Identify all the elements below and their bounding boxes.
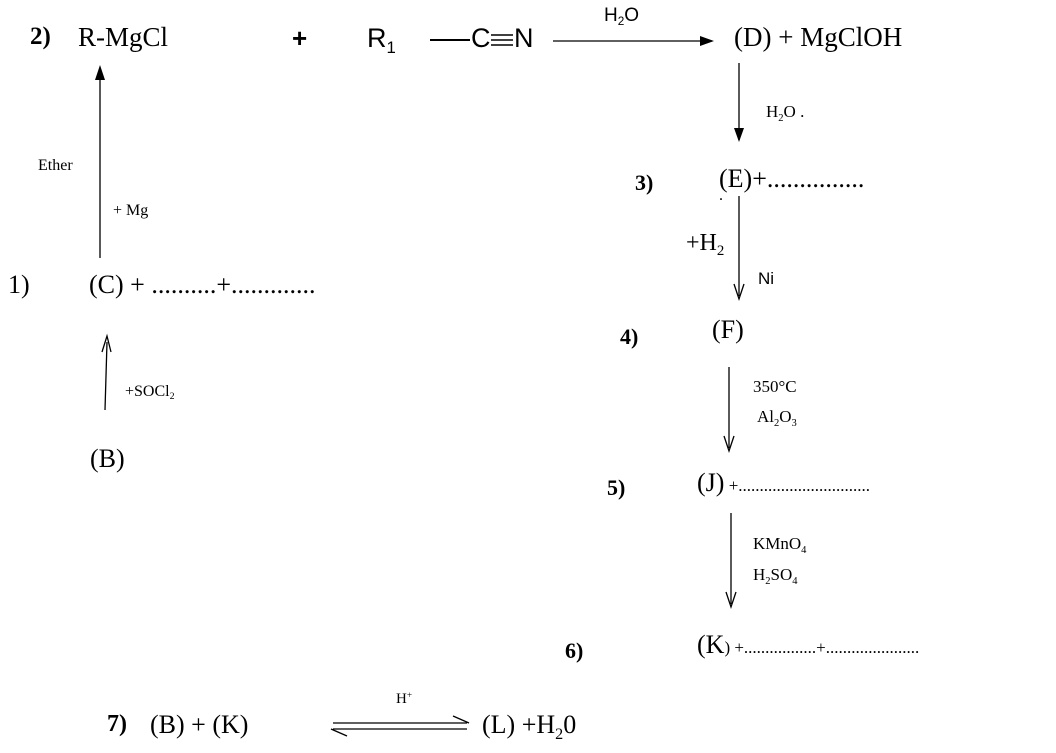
reagent-o: O	[624, 5, 640, 26]
step-number-5: 5)	[607, 475, 626, 500]
step-number-4: 4)	[620, 324, 639, 349]
al-main: Al	[757, 407, 774, 426]
alumina-label: Al2O3	[757, 407, 797, 428]
nitrile-nitrogen: N	[514, 23, 534, 53]
compound-c-line: (C) + ..........+.............	[89, 270, 316, 299]
compound-k: (K	[697, 630, 725, 659]
h2o-label: H2O .	[766, 102, 805, 123]
h2o-h: H	[766, 102, 779, 121]
nitrile-r: R	[367, 23, 387, 53]
arrow-socl2-shaft	[104, 341, 108, 411]
compound-k-rest: ) +.................+...................…	[724, 638, 920, 657]
ester-product: (L) +H20	[482, 710, 577, 743]
h2-h: +H	[686, 230, 717, 256]
acid-catalyst: H+	[396, 690, 413, 707]
arrow-socl2-head	[101, 333, 112, 353]
ni-catalyst: Ni	[758, 269, 775, 288]
nitrile-carbon: C	[471, 23, 491, 53]
step-number-3: 3)	[635, 170, 654, 195]
step-number-7: 7)	[107, 711, 127, 737]
kmno4-sub: 4	[801, 544, 807, 556]
compound-k-line: (K) +.................+.................…	[697, 632, 919, 658]
equilibrium-reverse-head	[330, 728, 348, 737]
reagent-h2o-top: H2O	[604, 5, 640, 29]
grignard-reagent: R-MgCl	[78, 22, 169, 52]
socl2-main: +SOCl	[125, 383, 170, 400]
h2so4-sub2: 4	[792, 575, 798, 587]
step-number-1: 1)	[8, 270, 30, 299]
socl2-sub: 2	[169, 391, 175, 403]
al-sub1: 2	[774, 417, 780, 429]
ester-product-end: 0	[563, 710, 577, 739]
arrow-h2o-head	[700, 36, 714, 46]
nitrile-subscript: 1	[386, 37, 396, 57]
step-number-2: 2)	[30, 23, 51, 50]
arrow-mg-head	[95, 65, 105, 80]
product-d: (D) + MgClOH	[734, 22, 903, 52]
compound-b: (B)	[90, 444, 125, 473]
compound-j-line: (J) +...............................	[697, 470, 870, 496]
arrow-f-j-head	[723, 435, 735, 454]
kmno4-label: KMnO4	[753, 534, 806, 555]
ester-product-main: (L) +H	[482, 710, 556, 739]
al-sub2: 3	[791, 417, 797, 429]
h2-label: +H2	[686, 230, 724, 259]
compound-j-rest: +...............................	[724, 476, 871, 495]
mg-label: + Mg	[113, 202, 149, 219]
h2so4-sub1: 2	[765, 575, 771, 587]
nitrile: R1	[367, 23, 396, 56]
h2so4-label: H2SO4	[753, 565, 798, 586]
kmno4-main: KMnO	[753, 534, 802, 553]
h2so4-h: H	[753, 565, 766, 584]
temperature-label: 350°C	[753, 377, 797, 396]
h2so4-so: SO	[770, 565, 793, 584]
arrow-j-k-head	[725, 591, 737, 610]
compound-j: (J)	[697, 468, 725, 497]
esterification-reactants: (B) + (K)	[150, 710, 249, 739]
reagent-sub: 2	[617, 15, 625, 29]
ester-product-sub: 2	[555, 725, 564, 743]
h2o-end: O .	[783, 102, 805, 121]
h2o-sub: 2	[778, 112, 784, 124]
compound-e-line: (E)+...............	[719, 164, 865, 193]
al-o: O	[779, 407, 792, 426]
reagent-h: H	[604, 5, 618, 26]
catalyst-h: H	[396, 691, 407, 707]
equilibrium-forward-head	[452, 715, 470, 724]
catalyst-sup: +	[406, 690, 413, 701]
arrow-e-f-head	[733, 283, 745, 302]
arrow-d-e-head	[734, 128, 744, 142]
compound-f: (F)	[712, 315, 744, 344]
socl2-label: +SOCl2	[125, 383, 175, 403]
plus-sign: +	[292, 23, 308, 53]
dot-mark: .	[719, 187, 723, 204]
step-number-6: 6)	[565, 638, 584, 663]
h2-sub: 2	[716, 243, 725, 260]
ether-label: Ether	[38, 157, 73, 174]
